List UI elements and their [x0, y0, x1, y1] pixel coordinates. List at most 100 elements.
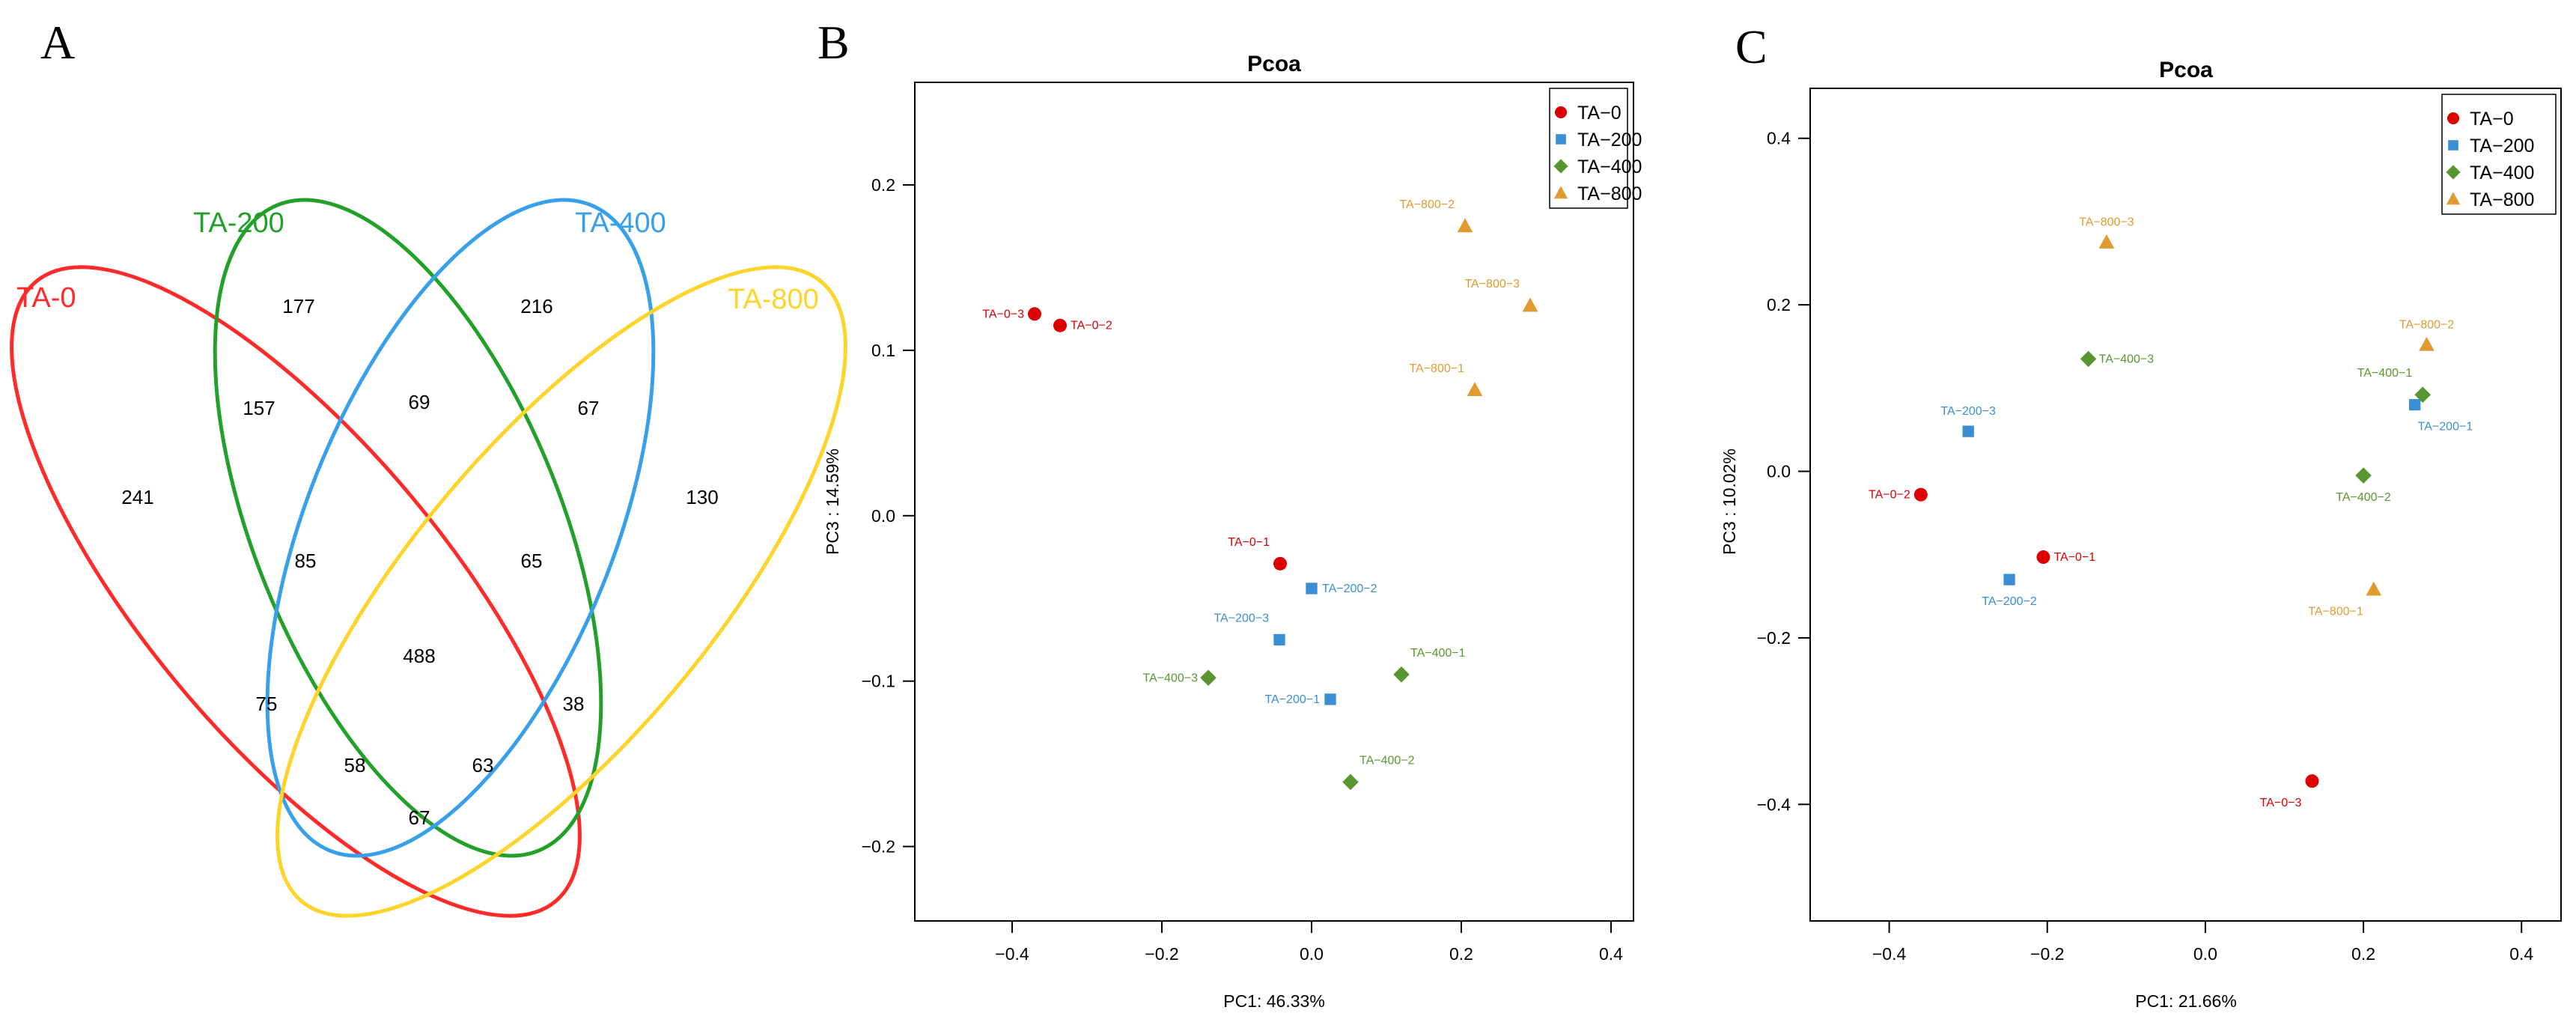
point-label: TA−200−3 — [1940, 405, 1996, 418]
data-point — [2305, 774, 2319, 788]
venn-count: 69 — [409, 391, 430, 413]
data-point — [1306, 583, 1318, 594]
y-tick-label: 0.4 — [1767, 129, 1791, 148]
axis-ticks: −0.4 −0.2 0.0 0.2 0.4 −0.2 −0.1 0.0 0.1 0.2 — [862, 175, 1624, 964]
panel-letter-b: B — [817, 16, 850, 69]
point-label: TA−400−2 — [1359, 754, 1415, 767]
x-tick-label: 0.2 — [2351, 944, 2375, 964]
point-label: TA−200−2 — [1322, 583, 1377, 595]
y-tick-label: −0.2 — [1757, 628, 1791, 648]
point-label: TA−800−1 — [2308, 605, 2363, 618]
legend-label: TA−200 — [1577, 130, 1642, 150]
venn-count: 157 — [243, 397, 275, 419]
x-tick-label: 0.2 — [1449, 944, 1473, 964]
data-point — [2366, 581, 2382, 596]
venn-count: 75 — [256, 693, 278, 715]
legend-label: TA−400 — [1577, 156, 1642, 177]
legend-label: TA−800 — [1577, 183, 1642, 204]
y-tick-label: −0.1 — [862, 672, 895, 691]
plot-frame — [1809, 88, 2562, 922]
data-point — [1053, 318, 1067, 332]
venn-count: 177 — [282, 295, 314, 317]
legend-label: TA−0 — [2470, 109, 2514, 130]
y-tick-label: −0.2 — [862, 837, 895, 857]
legend-marker — [2448, 140, 2458, 150]
venn-count: 67 — [409, 806, 430, 829]
data-point — [1200, 669, 1217, 687]
pcoa-plot-b: Pcoa PC1: 46.33% PC3 : 14.59% −0.4 −0.2 0.… — [823, 52, 1642, 1011]
point-label: TA−800−3 — [2079, 216, 2134, 229]
plot-title: Pcoa — [1247, 52, 1301, 76]
data-point — [2419, 336, 2435, 351]
venn-count: 58 — [344, 754, 366, 776]
panel-letter-c: C — [1735, 20, 1767, 73]
data-point — [1273, 633, 1285, 646]
venn-ellipse-ta-400 — [265, 198, 656, 858]
venn-count: 241 — [121, 486, 153, 508]
venn-counts: 241 177 216 130 157 69 67 85 65 488 75 3… — [121, 295, 718, 829]
venn-ellipse-ta-800 — [275, 265, 847, 918]
plot-frame — [914, 82, 1634, 922]
venn-count: 216 — [520, 295, 552, 317]
data-point — [1028, 307, 1041, 321]
point-label: TA−400−1 — [1410, 647, 1466, 660]
data-point — [2036, 550, 2050, 565]
point-label: TA−800−1 — [1409, 362, 1464, 375]
x-tick-label: −0.2 — [1145, 944, 1178, 964]
venn-label-ta-0: TA-0 — [16, 282, 76, 314]
y-tick-label: 0.0 — [1767, 462, 1791, 481]
y-tick-label: 0.2 — [1767, 295, 1791, 314]
y-axis-label: PC3 : 10.02% — [1720, 448, 1739, 555]
point-label: TA−0−2 — [1869, 489, 1910, 502]
point-label: TA−0−2 — [1071, 320, 1112, 332]
y-tick-label: −0.4 — [1757, 794, 1791, 814]
venn-count: 63 — [472, 754, 494, 776]
data-point — [2409, 398, 2421, 411]
point-label: TA−200−2 — [1982, 595, 2037, 608]
point-label: TA−200−3 — [1214, 612, 1269, 624]
legend-box — [2441, 94, 2557, 215]
plot-title: Pcoa — [2159, 58, 2213, 82]
x-tick-label: −0.4 — [1872, 944, 1907, 964]
legend-label: TA−400 — [2470, 162, 2534, 183]
panel-letter-a: A — [40, 16, 75, 69]
point-label: TA−800−2 — [1399, 198, 1455, 211]
legend: TA−0 TA−200 TA−400 TA−800 — [1549, 88, 1642, 209]
x-tick-label: −0.4 — [995, 944, 1029, 964]
data-point — [1467, 382, 1483, 396]
legend-marker — [2447, 112, 2459, 124]
legend-label: TA−0 — [1577, 103, 1622, 124]
legend-label: TA−800 — [2470, 189, 2534, 210]
x-tick-label: 0.0 — [2193, 944, 2217, 964]
x-axis-label: PC1: 21.66% — [2135, 991, 2237, 1011]
venn-count: 85 — [295, 550, 317, 572]
data-point — [1962, 425, 1974, 437]
legend-marker — [1553, 186, 1568, 199]
x-tick-label: 0.4 — [1599, 944, 1623, 964]
data-point — [2098, 234, 2115, 249]
venn-count: 65 — [521, 550, 543, 572]
axis-ticks: −0.4 −0.2 0.0 0.2 0.4 −0.4 −0.2 0.0 0.2 0.4 — [1757, 129, 2534, 964]
data-point — [1393, 666, 1410, 683]
point-label: TA−400−1 — [2357, 367, 2413, 380]
data-point — [2414, 386, 2432, 404]
venn-ellipse-ta-200 — [213, 198, 603, 858]
point-label: TA−800−3 — [1464, 278, 1520, 291]
point-label: TA−400−3 — [2099, 353, 2155, 365]
point-label: TA−0−1 — [2053, 551, 2095, 564]
y-tick-label: 0.0 — [871, 506, 895, 526]
venn-count: 130 — [686, 486, 718, 508]
data-point — [1522, 297, 1538, 312]
y-tick-label: 0.1 — [871, 341, 895, 360]
data-point — [1342, 773, 1359, 791]
venn-label-ta-200: TA-200 — [193, 207, 284, 239]
x-tick-label: 0.4 — [2509, 944, 2533, 964]
point-label: TA−0−3 — [2260, 797, 2302, 809]
point-label: TA−0−3 — [982, 308, 1024, 320]
venn-count: 488 — [403, 645, 435, 667]
legend-marker — [1553, 159, 1568, 174]
legend-marker — [2446, 192, 2461, 205]
x-tick-label: −0.2 — [2030, 944, 2064, 964]
point-label: TA−400−2 — [2336, 491, 2391, 504]
